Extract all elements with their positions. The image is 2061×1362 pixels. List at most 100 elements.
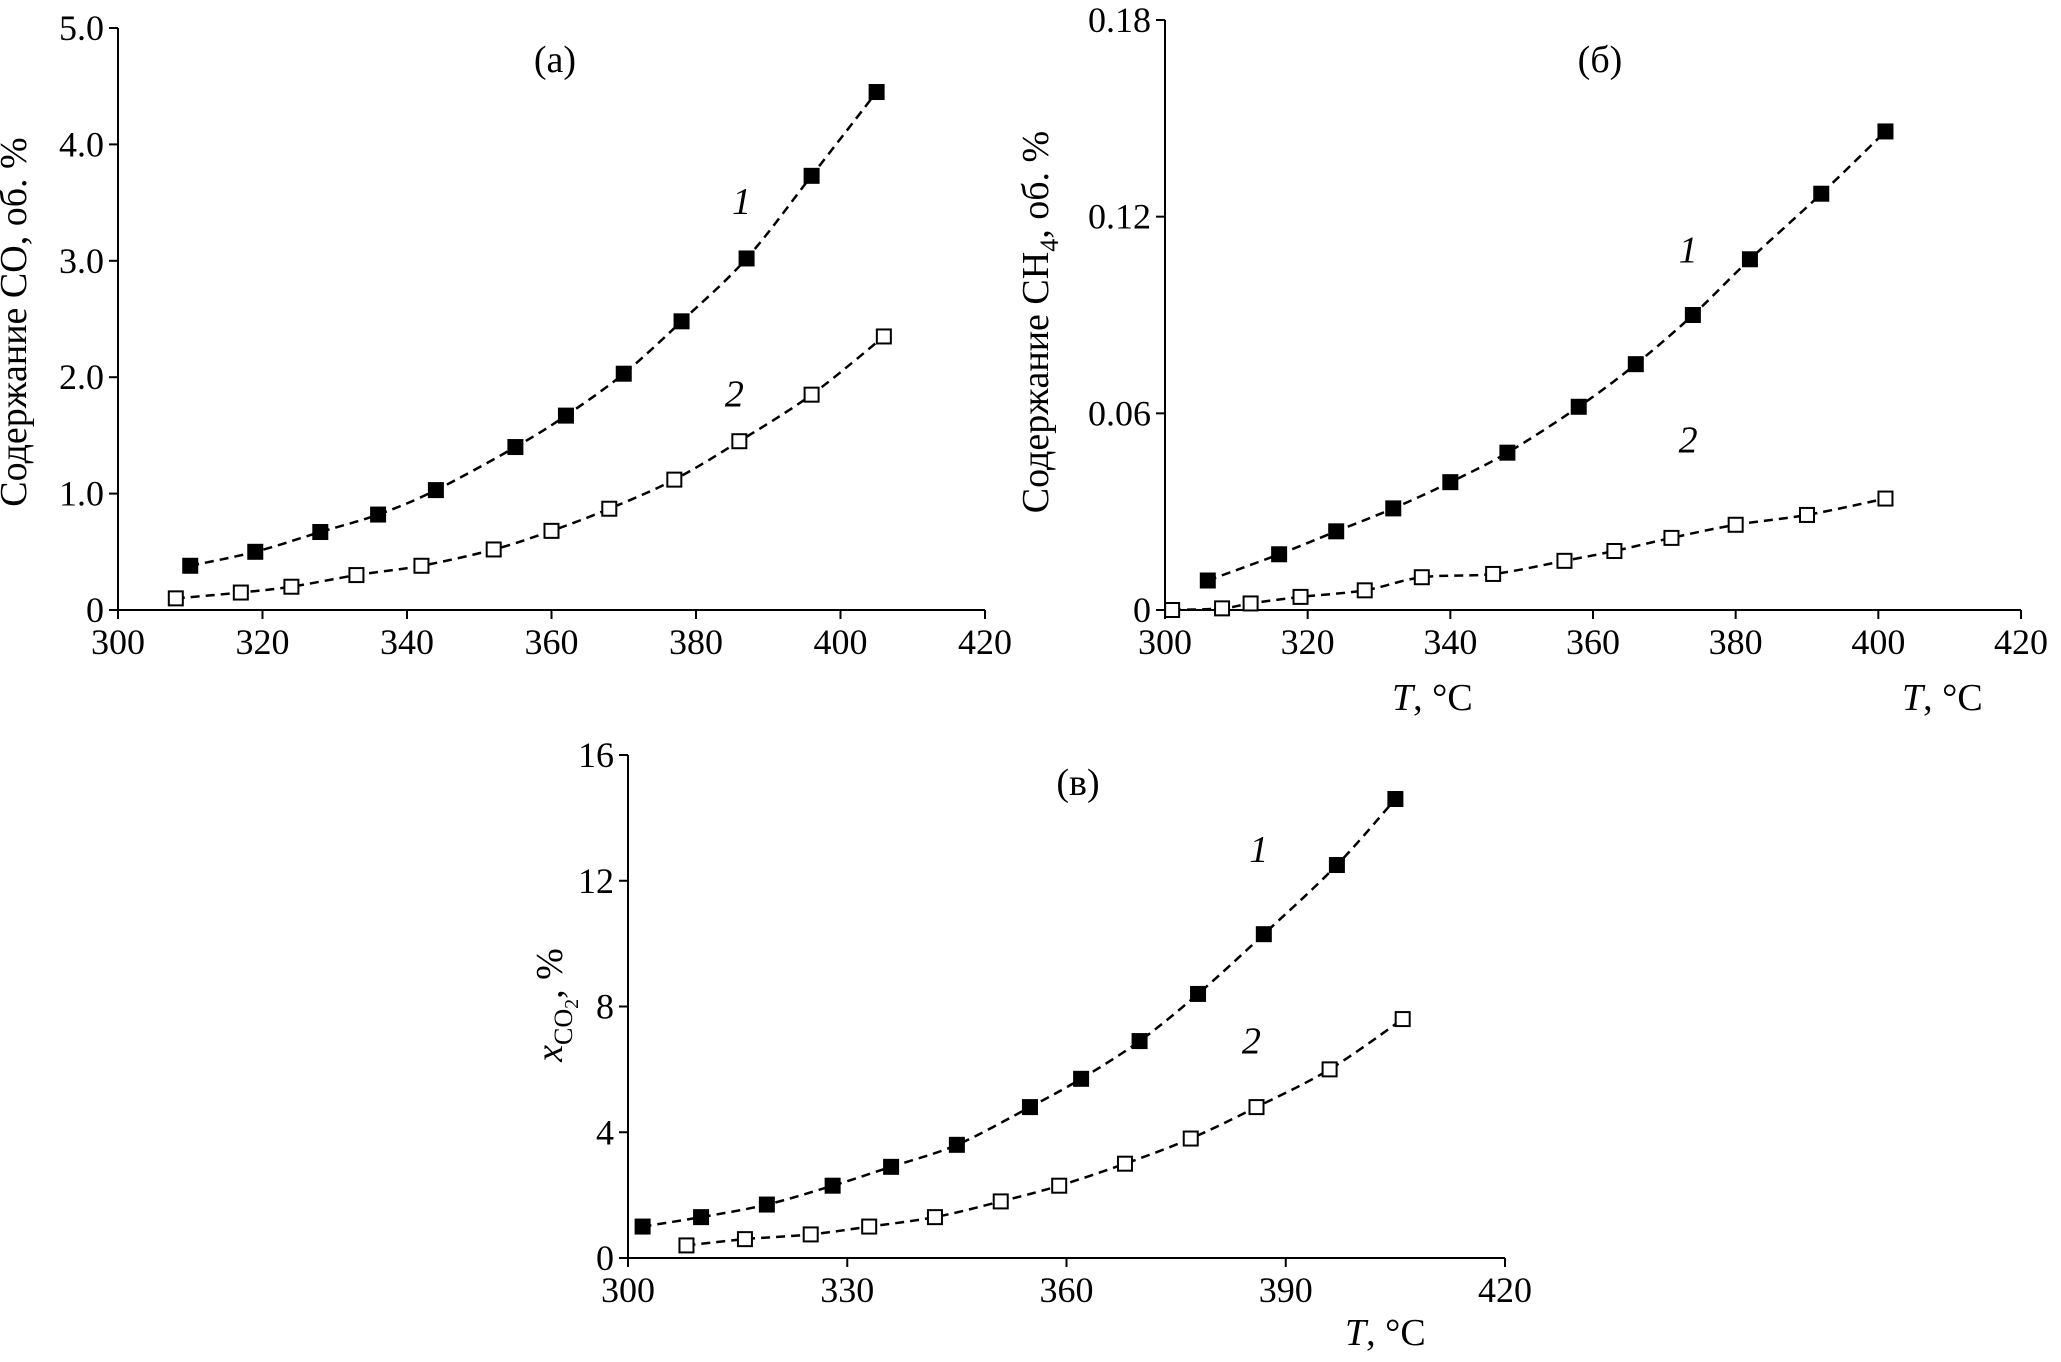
panel-v-series-1-point — [1021, 1099, 1038, 1116]
panel-a-series-1-point — [868, 84, 885, 101]
panel-b-y-tick-label: 0.18 — [1088, 0, 1151, 40]
panel-v-series-1-point — [1328, 857, 1345, 874]
panel-a-series-2-point — [283, 578, 300, 595]
panel-b-series-2-point — [1242, 595, 1259, 612]
panel-v-y-tick-label: 16 — [578, 735, 614, 775]
panel-b-series-2-point — [1663, 529, 1680, 546]
panel-a-y-axis-title: Содержание CO, об. % — [0, 137, 35, 506]
panel-a-series-2-point — [413, 557, 430, 574]
panel-a-series-2-point — [167, 590, 184, 607]
panel-a-series-1-point — [738, 250, 755, 267]
panel-a-x-tick-label: 340 — [380, 622, 434, 662]
panel-a-x-tick-label: 420 — [958, 622, 1012, 662]
panel-a-y-tick-label: 0 — [86, 590, 104, 630]
panel-a-series-2-point — [543, 522, 560, 539]
panel-a-series-2-point — [875, 328, 892, 345]
panel-a-x-tick-label: 400 — [814, 622, 868, 662]
panel-v-series-1-point — [1073, 1070, 1090, 1087]
panel-b-x-tick-label: 420 — [1994, 622, 2048, 662]
panel-a-y-tick-label: 5.0 — [59, 8, 104, 48]
panel-a-x-tick-label: 320 — [236, 622, 290, 662]
panel-v-y-axis-title-tail: , % — [529, 948, 571, 999]
panel-b-label: (б) — [1578, 39, 1623, 81]
panel-v-series-2-point — [926, 1209, 943, 1226]
panel-a-series-1-point — [370, 506, 387, 523]
panel-v-series-1-point — [948, 1136, 965, 1153]
panel-b-series-2-point — [1877, 490, 1894, 507]
panel-v-y-tick-label: 0 — [596, 1238, 614, 1278]
panel-b-series-2-point — [1214, 600, 1231, 617]
panel-v-series-2-point — [736, 1231, 753, 1248]
panel-a-series-1-point — [507, 439, 524, 456]
panel-b-y-axis-title: Содержание CH4, об. % — [1015, 131, 1064, 513]
panel-b-series-2-point — [1356, 582, 1373, 599]
panel-v-series-1-point — [758, 1196, 775, 1213]
panel-b-x-tick-label: 320 — [1281, 622, 1335, 662]
panel-v-series-1-label: 1 — [1249, 829, 1268, 871]
panel-v-y-axis-title: xCO2, % — [529, 948, 583, 1063]
panel-a-co-content: 300 320 340 360 380 400 42001.02.03.04.05.012 … — [0, 8, 1012, 662]
panel-v-series-2-point — [992, 1193, 1009, 1210]
panel-b-series-1-point — [1271, 546, 1288, 563]
panel-v-label: (в) — [1056, 762, 1099, 804]
panel-v-x-tick-label: 360 — [1040, 1270, 1094, 1310]
panel-v-series-2-point — [861, 1218, 878, 1235]
panel-v-series-1-point — [1387, 791, 1404, 808]
panel-b-x-tick-label: 340 — [1423, 622, 1477, 662]
panel-b-series-1-point — [1385, 500, 1402, 517]
panel-a-series-1-point — [182, 557, 199, 574]
panel-b-x-tick-label: 360 — [1566, 622, 1620, 662]
panel-v-series-1-fit-line — [642, 798, 1397, 1228]
panel-v-series-1-point — [1255, 926, 1272, 943]
panel-a-series-2-point — [731, 433, 748, 450]
panel-a-series-1-fit-line — [190, 91, 878, 568]
panel-b-series-2-label: 2 — [1679, 420, 1698, 462]
panel-a-label: (а) — [534, 39, 576, 81]
panel-a-y-tick-label: 2.0 — [59, 357, 104, 397]
panel-a-series-1-point — [312, 524, 329, 541]
panel-b-ch4-content: 300 320 340 360 380 400 420 0 0.06 0.12 0.18 1 2 (б)… — [1015, 0, 2048, 719]
panel-v-series-2-point — [1248, 1099, 1265, 1116]
panel-b-series-1-point — [1199, 572, 1216, 589]
panel-a-series-1-label: 1 — [732, 181, 751, 223]
panel-b-y-axis-title-tail: , об. % — [1015, 131, 1057, 239]
panel-v-series-2-point — [1182, 1130, 1199, 1147]
panel-b-x-tick-label: 380 — [1709, 622, 1763, 662]
panel-a-series-2-point — [803, 386, 820, 403]
panel-b-y-axis-title-main: Содержание CH — [1015, 252, 1057, 513]
panel-v-y-tick-label: 4 — [596, 1112, 614, 1152]
panel-a-series-1-point — [247, 543, 264, 560]
panel-b-series-1-label: 1 — [1679, 230, 1698, 272]
panel-a-x-tick-label: 380 — [669, 622, 723, 662]
panel-b-series-1-point — [1741, 251, 1758, 268]
panel-v-y-tick-label: 12 — [578, 861, 614, 901]
panel-a-series-2-point — [601, 500, 618, 517]
panel-a-x-tick-label: 300 — [91, 622, 145, 662]
panel-v-y-axis-title-sub: CO — [549, 1009, 578, 1045]
panel-b-series-2-point — [1727, 516, 1744, 533]
panel-b-plot-area: 300 320 340 360 380 400 420 0 0.06 0.12 0.18 1 2 — [1088, 0, 2048, 662]
panel-v-series-1-point — [693, 1209, 710, 1226]
panel-b-series-1-point — [1627, 356, 1644, 373]
panel-v-series-2-point — [802, 1226, 819, 1243]
panel-b-series-2-point — [1485, 565, 1502, 582]
panel-v-x-tick-label: 420 — [1478, 1270, 1532, 1310]
panel-b-series-1-fit-line — [1207, 130, 1887, 582]
panel-b-series-1-point — [1877, 123, 1894, 140]
panel-v-series-2-fit-line — [686, 1018, 1404, 1247]
panel-a-series-1-point — [427, 482, 444, 499]
panel-v-series-1-point — [634, 1218, 651, 1235]
panel-b-series-2-point — [1164, 602, 1181, 618]
panel-b-series-2-point — [1413, 569, 1430, 586]
panel-v-series-2-point — [1116, 1155, 1133, 1172]
panel-a-plot-area: 300 320 340 360 380 400 420 0 1.0 2.0 3.0 4.0 5.0 1 2 — [59, 8, 1012, 662]
panel-a-series-2-label: 2 — [725, 373, 744, 415]
panel-b-x-axis-title-right-t: T — [1902, 677, 1926, 719]
panel-b-x-tick-label: 300 — [1138, 622, 1192, 662]
panel-v-series-2-point — [1321, 1061, 1338, 1078]
panel-b-series-1-point — [1442, 474, 1459, 491]
panel-a-series-1-point — [803, 167, 820, 184]
